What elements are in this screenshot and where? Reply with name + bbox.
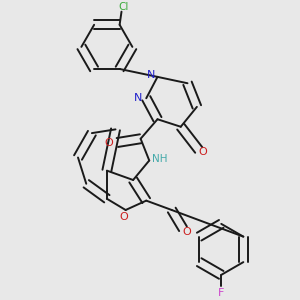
- Text: N: N: [134, 93, 142, 103]
- Text: N: N: [147, 70, 155, 80]
- Text: NH: NH: [152, 154, 167, 164]
- Text: Cl: Cl: [118, 2, 129, 12]
- Text: O: O: [198, 147, 207, 157]
- Text: F: F: [218, 287, 224, 298]
- Text: O: O: [105, 137, 113, 148]
- Text: O: O: [182, 227, 191, 237]
- Text: O: O: [119, 212, 128, 222]
